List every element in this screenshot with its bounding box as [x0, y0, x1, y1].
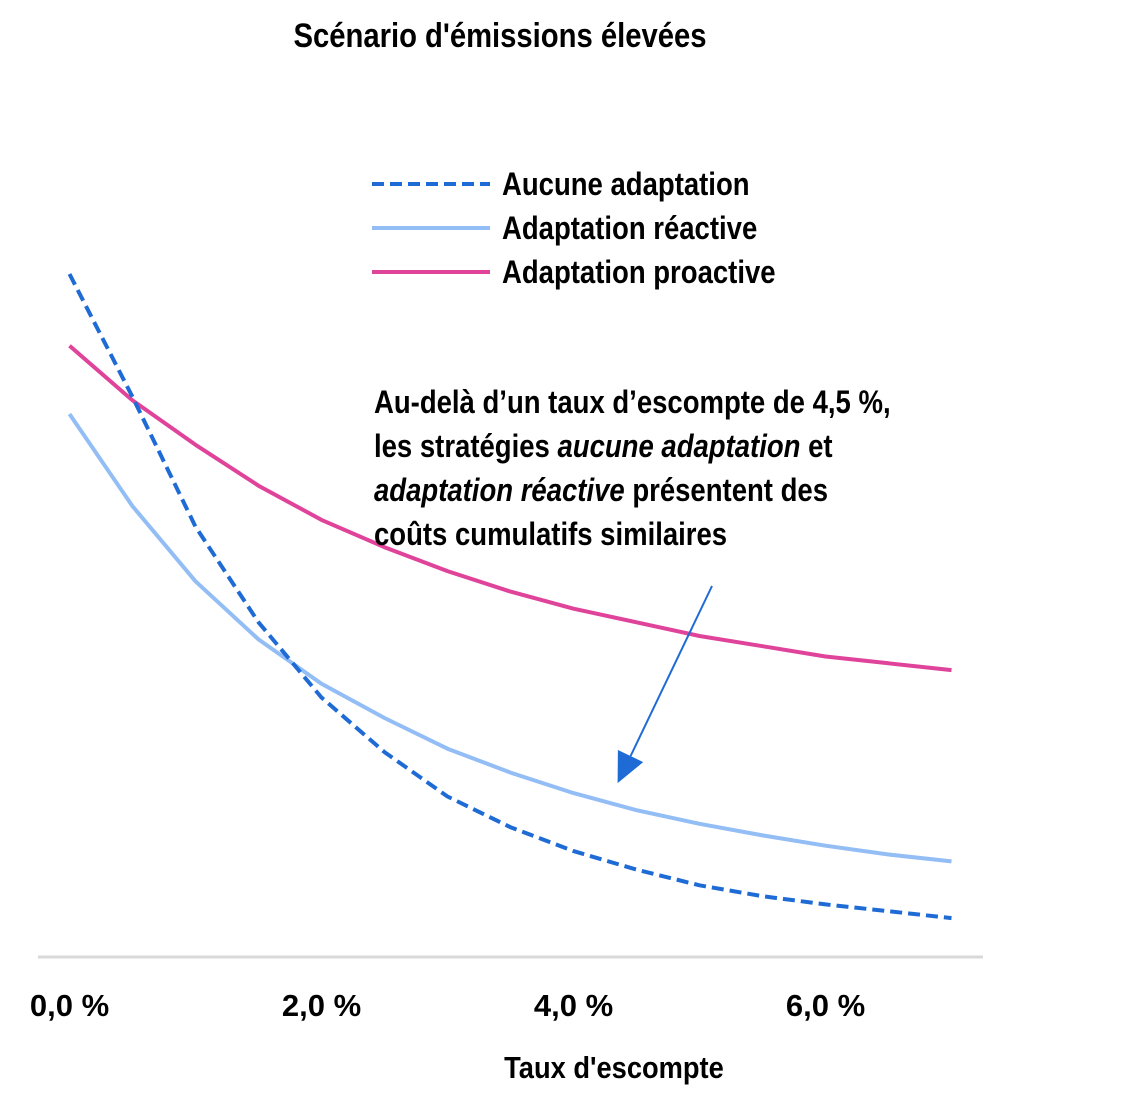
series-line-aucune-adaptation [67, 273, 952, 921]
annotation-line: coûts cumulatifs similaires [374, 517, 727, 552]
x-tick-label: 6,0 % [786, 988, 865, 1023]
x-tick-label: 2,0 % [282, 988, 361, 1023]
annotation-arrow-shaft [629, 585, 713, 757]
series-layer [67, 273, 952, 921]
legend-label-adaptation-proactive: Adaptation proactive [502, 255, 776, 290]
annotation-line: Au-delà d’un taux d’escompte de 4,5 %, [374, 385, 891, 420]
x-tick-labels: 0,0 % 2,0 % 4,0 % 6,0 % [30, 988, 865, 1023]
x-axis-title: Taux d'escompte [504, 1051, 724, 1085]
chart-title: Scénario d'émissions élevées [293, 16, 706, 55]
series-line-adaptation-proactive [68, 344, 952, 673]
legend-label-adaptation-reactive: Adaptation réactive [502, 211, 757, 246]
annotation: Au-delà d’un taux d’escompte de 4,5 %, le… [374, 385, 891, 784]
x-tick-label: 4,0 % [534, 988, 613, 1023]
annotation-arrow-head [617, 750, 644, 784]
x-tick-label: 0,0 % [30, 988, 109, 1023]
annotation-line: les stratégies aucune adaptation et [374, 429, 833, 464]
legend-label-aucune-adaptation: Aucune adaptation [502, 167, 750, 202]
annotation-line: adaptation réactive présentent des [374, 473, 828, 508]
series-line-adaptation-reactive [67, 412, 952, 864]
legend: Aucune adaptation Adaptation réactive Adap… [372, 167, 776, 291]
